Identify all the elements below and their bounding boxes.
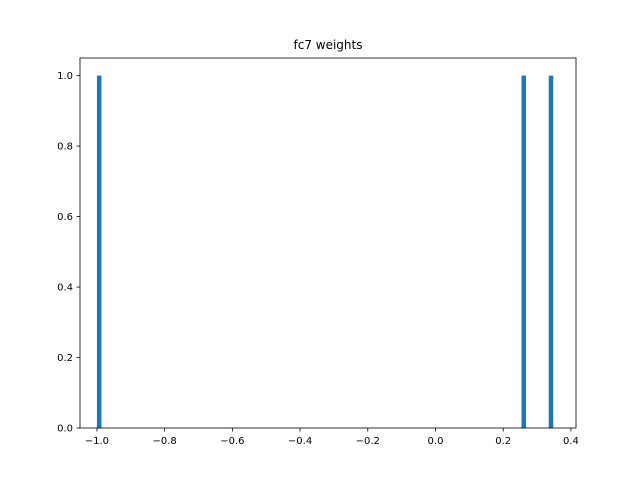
- x-tick-label: 0.2: [495, 436, 511, 447]
- chart-title: fc7 weights: [294, 38, 363, 52]
- y-tick-label: 1.0: [57, 71, 73, 82]
- y-tick-label: 0.4: [57, 283, 73, 294]
- y-tick-label: 0.0: [57, 424, 73, 435]
- x-tick-label: 0.4: [563, 436, 579, 447]
- x-tick-label: −0.2: [356, 436, 380, 447]
- histogram-bar-1: [96, 75, 102, 428]
- y-tick-label: 0.6: [57, 212, 73, 223]
- x-tick-label: −0.6: [220, 436, 244, 447]
- bars-layer: [96, 75, 554, 428]
- x-tick-label: −0.4: [288, 436, 312, 447]
- x-tick-label: 0.0: [428, 436, 444, 447]
- x-tick-label: −1.0: [85, 436, 109, 447]
- plot-frame: [79, 57, 577, 429]
- histogram-bar-2: [521, 75, 527, 428]
- y-tick-label: 0.8: [57, 142, 73, 153]
- histogram-bar-3: [548, 75, 554, 428]
- y-tick-label: 0.2: [57, 353, 73, 364]
- y-axis: 0.0 0.2 0.4 0.6 0.8 1.0: [57, 71, 80, 435]
- x-axis: −1.0 −0.8 −0.6 −0.4 −0.2 0.0 0.2 0.4: [85, 428, 579, 447]
- x-tick-label: −0.8: [152, 436, 176, 447]
